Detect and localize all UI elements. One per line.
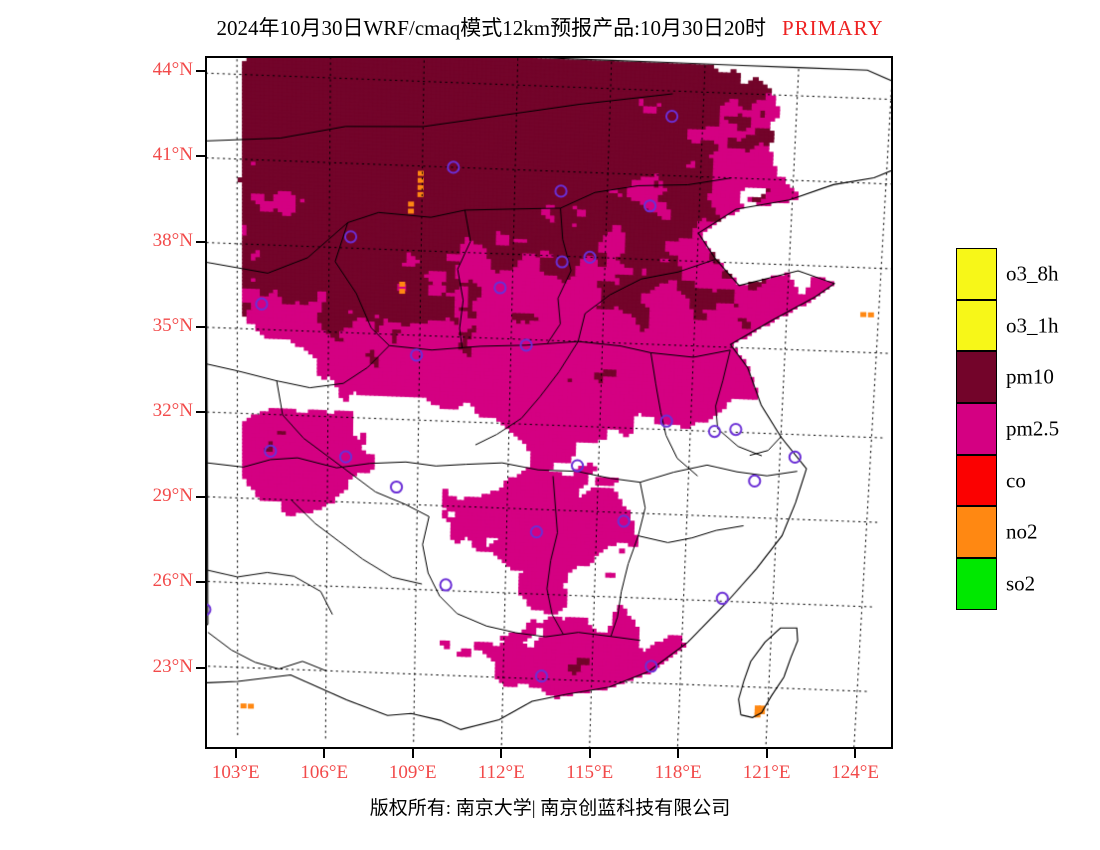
x-axis-tick-109E: 109°E	[388, 762, 437, 783]
legend-swatch-o3_1h	[956, 299, 997, 352]
x-axis-tick-118E: 118°E	[654, 762, 702, 783]
y-axis-tick-mark	[196, 325, 205, 328]
y-axis-tick-mark	[196, 155, 205, 158]
legend-label-no2: no2	[1006, 519, 1038, 544]
x-axis-tick-mark	[323, 749, 326, 758]
x-axis-tick-mark	[677, 749, 680, 758]
title-primary-label: PRIMARY	[781, 16, 884, 40]
x-axis-tick-mark	[765, 749, 768, 758]
legend-row-o3_1h: o3_1h	[956, 299, 1096, 352]
page-title: 2024年10月30日WRF/cmaq模式12km预报产品:10月30日20时 P…	[0, 12, 1100, 42]
y-axis-tick-mark	[196, 70, 205, 73]
y-axis-tick-38N: 38°N	[152, 229, 193, 251]
legend-row-so2: so2	[956, 558, 1096, 610]
y-axis-tick-23N: 23°N	[152, 655, 193, 677]
legend-row-o3_8h: o3_8h	[956, 248, 1096, 300]
y-axis-tick-41N: 41°N	[152, 144, 193, 166]
legend-row-no2: no2	[956, 506, 1096, 559]
legend-swatch-pm10	[956, 351, 997, 404]
x-axis-tick-mark	[500, 749, 503, 758]
x-axis-tick-121E: 121°E	[742, 762, 791, 783]
y-axis-tick-44N: 44°N	[152, 59, 193, 81]
title-main-text: 2024年10月30日WRF/cmaq模式12km预报产品:10月30日20时	[216, 16, 766, 40]
legend-row-co: co	[956, 454, 1096, 507]
legend-label-pm2-5: pm2.5	[1006, 416, 1060, 441]
legend-row-pm10: pm10	[956, 351, 1096, 404]
copyright-footer: 版权所有: 南京大学| 南京创蓝科技有限公司	[369, 798, 731, 819]
legend-swatch-no2	[956, 506, 997, 559]
y-axis-tick-35N: 35°N	[152, 314, 193, 336]
x-axis-tick-mark	[234, 749, 237, 758]
x-axis-tick-106E: 106°E	[300, 762, 349, 783]
pollutant-legend: o3_8h o3_1h pm10 pm2.5 co no2 so2	[956, 248, 1096, 610]
legend-row-pm2-5: pm2.5	[956, 403, 1096, 455]
x-axis-tick-mark	[411, 749, 414, 758]
x-axis-tick-112E: 112°E	[477, 762, 525, 783]
x-axis-tick-103E: 103°E	[211, 762, 260, 783]
legend-swatch-so2	[956, 558, 997, 610]
legend-swatch-pm2-5	[956, 403, 997, 455]
x-axis-tick-124E: 124°E	[831, 762, 879, 783]
y-axis-tick-32N: 32°N	[152, 400, 193, 422]
x-axis-tick-mark	[854, 749, 857, 758]
legend-label-co: co	[1006, 468, 1026, 493]
y-axis-tick-mark	[196, 411, 205, 414]
x-axis-tick-mark	[588, 749, 591, 758]
y-axis-tick-mark	[196, 496, 205, 499]
legend-swatch-o3_8h	[956, 248, 997, 300]
legend-label-so2: so2	[1006, 571, 1036, 596]
map-plot-area	[205, 56, 893, 749]
legend-label-o3_8h: o3_8h	[1006, 261, 1059, 286]
legend-label-pm10: pm10	[1006, 364, 1054, 389]
y-axis-tick-mark	[196, 581, 205, 584]
x-axis-tick-115E: 115°E	[566, 762, 614, 783]
y-axis-tick-29N: 29°N	[152, 485, 193, 507]
y-axis-tick-26N: 26°N	[152, 570, 193, 592]
legend-label-o3_1h: o3_1h	[1006, 313, 1059, 338]
air-quality-heatmap-canvas	[207, 58, 891, 747]
y-axis-tick-mark	[196, 666, 205, 669]
legend-swatch-co	[956, 454, 997, 507]
y-axis-tick-mark	[196, 240, 205, 243]
